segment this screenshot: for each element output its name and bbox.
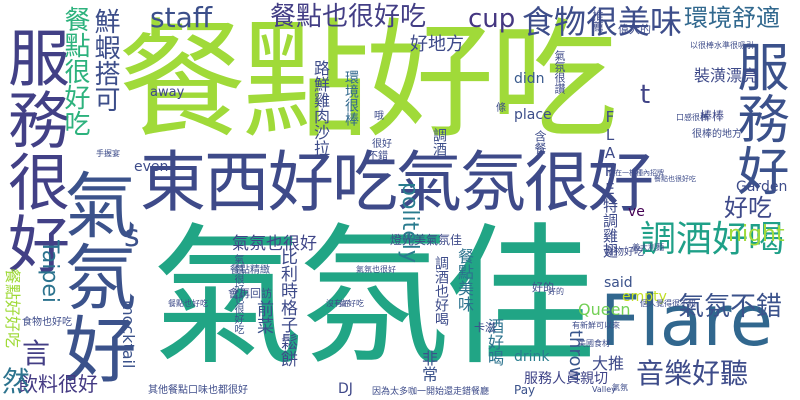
word: drink [514, 349, 550, 365]
word: 棒棒 [700, 109, 725, 123]
word: Valley [592, 385, 616, 394]
word: 氣氛 [612, 383, 628, 392]
word: said [604, 275, 633, 291]
word: 調酒也好喝 [433, 256, 449, 326]
word: even [134, 159, 169, 175]
word: 餐點也很好吃 [270, 2, 427, 32]
word: ve [628, 204, 645, 220]
word: 言 [22, 337, 51, 370]
word: 偉大的 [618, 23, 651, 36]
word: 口感很棒 [676, 113, 708, 122]
word: 食物很美味 [522, 3, 683, 41]
word: 含餐 [533, 130, 547, 154]
word: 餐點美味 [455, 248, 474, 312]
word: 很好 [372, 139, 392, 150]
word: 不錯 [368, 151, 388, 162]
word: 好的 [532, 281, 554, 294]
word: 氣氛很好也很好吃 [232, 254, 243, 334]
word: t [640, 80, 651, 110]
word: 條 [496, 103, 506, 114]
word: 環境很棒 [343, 70, 359, 126]
word: 位在一棟種內招牌 [608, 169, 664, 177]
word: 餐點也很好吃 [654, 175, 696, 183]
word: 然 [2, 365, 31, 398]
word: 會再回訪 [228, 287, 272, 300]
word: 哦 [374, 111, 384, 122]
word: s [124, 219, 140, 254]
word: 東西好吃氣氛很好 [140, 144, 654, 221]
word: 比利時格子鬆餅 [277, 248, 297, 367]
word: 因為太多咖一開始還走錯餐廳 [372, 387, 490, 397]
word: place [514, 107, 552, 123]
word: 餐點好吃 [118, 7, 618, 156]
word: 非常 [419, 350, 438, 382]
word: 沒有好 [326, 299, 350, 308]
word: 鮮蝦搭可 [90, 8, 120, 112]
word: 個人覺得很不錯 [640, 299, 696, 308]
word: 其他餐點口味也都很好 [148, 385, 248, 396]
word: 服務很好 [0, 26, 70, 274]
word: 路鮮雞肉沙拉 [311, 60, 330, 156]
word: 調酒好喝 [640, 219, 785, 260]
word: 以很棒水準很吸引 [690, 41, 754, 50]
word: Taipei [37, 240, 62, 304]
word: staff [150, 1, 213, 34]
word: 推薦 [591, 10, 604, 32]
word: 好吃 [724, 194, 772, 222]
word: throw [565, 330, 586, 382]
word: 食物好吃 [604, 247, 644, 258]
word: 氣氛佳 [152, 209, 596, 386]
word: DJ [338, 381, 353, 397]
word: Flare [600, 280, 773, 362]
word: 氣氛好 [52, 168, 136, 384]
word: Queen [578, 300, 631, 319]
word: 酒好喝 [485, 318, 504, 366]
word: 好的 [548, 287, 564, 296]
word: politely [397, 182, 422, 263]
word: Pay [514, 383, 536, 397]
word: 餐點精緻 [230, 265, 270, 276]
word: 有新鮮可以來 [572, 321, 620, 330]
word: 餐點也好吃 [168, 299, 208, 308]
word: 調酒 [431, 128, 447, 156]
word: 音樂好聽 [636, 357, 749, 390]
word: 服務人員親切 [524, 371, 608, 387]
word: 美國食材 [578, 339, 610, 348]
word: 燈光美氣氛佳 [390, 233, 463, 247]
word: 氣氛也很好 [356, 265, 396, 274]
word: 飲料很好 [18, 372, 98, 396]
word: 前菜 [253, 300, 273, 334]
word: empty [622, 289, 667, 305]
word: 環境舒適 [684, 4, 780, 32]
word: 好地方 [410, 34, 464, 55]
word: 餐點好好吃 [3, 268, 22, 349]
word: 手握宴 [96, 149, 120, 158]
word: 氣氛不錯 [678, 292, 783, 322]
word: mocktail [119, 300, 138, 369]
word: didn [514, 71, 545, 87]
word: 裝潢漂亮 [694, 66, 759, 85]
word: 服務好 [728, 40, 788, 196]
word: 餐點很好吃 [60, 6, 90, 136]
word: 卡滋 [474, 321, 496, 334]
word: cup [468, 4, 516, 34]
word: FLARE特調雞翅 [601, 108, 619, 258]
word: 好好吃 [340, 299, 364, 308]
word: 氣氛很讚 [553, 50, 566, 94]
word: 氣氛也很好 [232, 234, 317, 254]
word: 義大利麵 [632, 243, 664, 252]
word: away [150, 85, 185, 100]
word: 食物也好吃 [22, 317, 72, 328]
word: night [728, 222, 785, 247]
word: 大推 [592, 354, 625, 373]
word: Garden [736, 179, 788, 195]
word: 很棒的地方 [692, 129, 742, 140]
